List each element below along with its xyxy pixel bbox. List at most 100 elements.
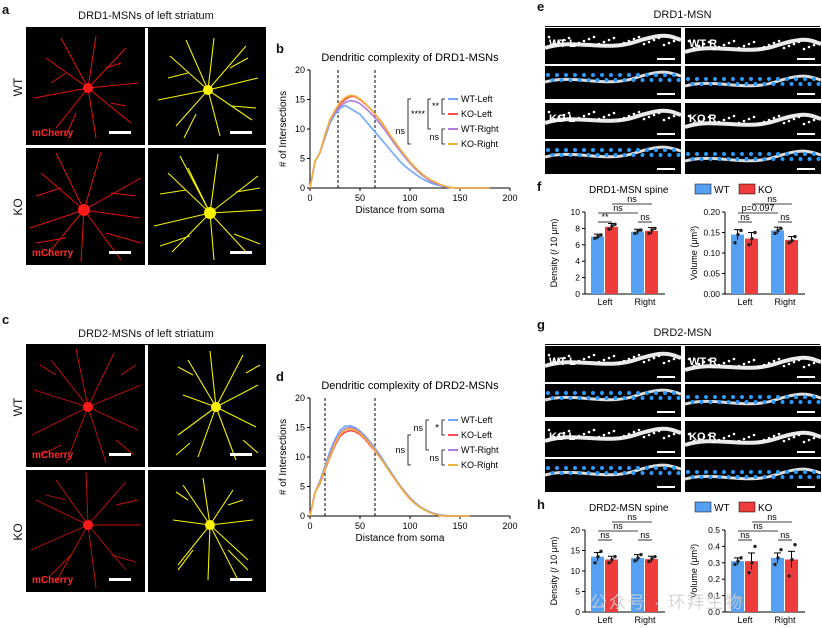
neuron-drawing — [30, 471, 141, 589]
spine-marker — [753, 82, 758, 86]
spine-dot — [752, 40, 756, 44]
spine-dot — [717, 438, 721, 442]
legend-label: KO — [758, 185, 773, 196]
spine-marker — [722, 152, 726, 156]
spine-marker — [726, 82, 731, 86]
legend-label: KO-Left — [461, 430, 493, 440]
spine-marker — [762, 82, 767, 86]
legend-swatch-ko — [738, 183, 756, 195]
spine-dot — [767, 436, 771, 440]
spine-dot — [712, 365, 716, 369]
spine-dot — [582, 357, 586, 361]
data-point — [739, 556, 743, 560]
spine-dot — [687, 357, 691, 361]
spine-dot — [547, 110, 551, 114]
spine-marker — [559, 78, 564, 82]
spine-dot — [707, 433, 711, 437]
spine-dot — [702, 117, 706, 121]
spine-marker — [794, 77, 798, 81]
spine-dot — [572, 436, 576, 440]
spine-marker — [618, 391, 622, 395]
spine-marker — [740, 395, 744, 399]
legend-label: WT-Right — [461, 445, 499, 455]
spine-marker — [776, 77, 780, 81]
spine-marker — [758, 152, 762, 156]
data-point — [793, 543, 797, 547]
data-point — [753, 230, 757, 235]
data-point — [779, 226, 783, 231]
reconstruction-drawing — [545, 388, 681, 402]
spine-dot — [707, 358, 711, 362]
legend-label: WT-Left — [461, 415, 493, 425]
spine-marker — [686, 152, 690, 156]
spine-dot — [657, 36, 661, 40]
spine-dot — [812, 436, 816, 440]
dendrite-drawing — [545, 33, 681, 50]
spine-dot — [637, 353, 641, 357]
spine-dot — [702, 435, 706, 439]
data-point — [639, 228, 643, 232]
spine-marker — [649, 471, 654, 475]
spine-marker — [672, 466, 676, 470]
spine-marker — [555, 73, 559, 77]
category-label: Left — [737, 297, 753, 307]
spine-dot — [737, 364, 741, 368]
spine-dot — [642, 42, 646, 46]
spine-dot — [762, 45, 766, 49]
scale-bar — [657, 451, 675, 453]
stat-label: ns — [600, 530, 610, 540]
spine-dot — [662, 436, 666, 440]
y-tick-label: 0.2 — [708, 574, 720, 584]
spine-marker — [713, 470, 717, 474]
y-tick-label: 0.20 — [703, 207, 720, 217]
spine-dot — [632, 37, 636, 41]
spine-marker — [704, 470, 708, 474]
spine-marker — [667, 396, 672, 400]
spine-marker — [803, 152, 807, 156]
dendrite-label: WT R — [689, 356, 718, 368]
bar-ko — [785, 559, 798, 612]
spine-dot — [807, 363, 811, 367]
spine-marker — [699, 400, 704, 404]
data-point — [753, 544, 757, 549]
spine-marker — [753, 475, 758, 479]
spine-marker — [789, 82, 794, 86]
legend-label: WT — [714, 185, 730, 196]
dendrite-raw-image: KO L — [545, 421, 681, 457]
spine-dot — [792, 360, 796, 364]
spine-dot — [692, 364, 696, 368]
spine-marker — [735, 400, 740, 404]
spine-dot — [752, 433, 756, 437]
spine-marker — [573, 466, 577, 470]
spine-marker — [604, 153, 609, 157]
spine-dot — [552, 435, 556, 439]
spine-dot — [802, 47, 806, 51]
spine-marker — [618, 466, 622, 470]
spine-marker — [771, 82, 776, 86]
spine-dot — [782, 121, 786, 125]
dendrite-shaft — [545, 351, 681, 368]
stat-label: ns — [613, 521, 623, 531]
spine-marker — [704, 395, 708, 399]
spine-dot — [587, 37, 591, 41]
spine-dot — [747, 435, 751, 439]
spine-marker — [636, 148, 640, 152]
dendrite-shaft — [545, 33, 681, 50]
spine-dot — [752, 358, 756, 362]
data-point — [750, 236, 754, 241]
spine-dot — [787, 437, 791, 441]
spine-dot — [782, 46, 786, 50]
stat-bracket — [441, 419, 445, 436]
x-tick-label: 100 — [402, 521, 417, 531]
spine-marker — [564, 73, 568, 77]
reconstruction-drawing — [685, 149, 821, 163]
spine-dot — [632, 112, 636, 116]
panel-c-row-wt: WT — [11, 397, 25, 417]
spine-marker — [550, 78, 555, 82]
spine-marker — [744, 82, 749, 86]
spine-dot — [607, 38, 611, 42]
data-point — [593, 236, 597, 240]
stat-label: ns — [740, 530, 750, 540]
spine-dot — [637, 35, 641, 39]
stat-label: ns — [627, 194, 637, 204]
